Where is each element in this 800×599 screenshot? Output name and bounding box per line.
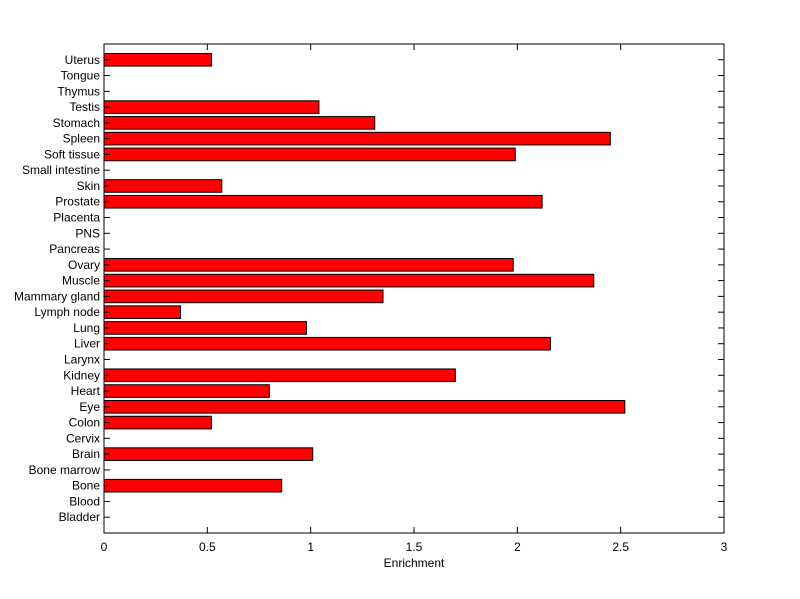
category-label: Testis: [69, 100, 100, 114]
category-label: Bone: [72, 479, 100, 493]
x-tick-label: 3: [721, 540, 728, 554]
category-label: Larynx: [64, 352, 100, 366]
category-label: Heart: [71, 384, 101, 398]
category-label: Kidney: [63, 368, 100, 382]
category-label: PNS: [75, 226, 100, 240]
bar-brain: [103, 447, 314, 461]
bar-heart: [103, 384, 270, 398]
bar-bone: [103, 478, 283, 493]
bar-spleen: [103, 131, 611, 146]
bar-lung: [103, 321, 308, 335]
category-label: Blood: [69, 494, 100, 508]
ticks-layer: [103, 44, 725, 533]
category-label: Pancreas: [49, 242, 100, 256]
bar-soft-tissue: [103, 147, 516, 162]
category-label: Tongue: [61, 69, 101, 83]
bars-layer: [103, 52, 626, 493]
category-label: Ovary: [68, 258, 100, 272]
bar-colon: [103, 415, 212, 430]
category-label: Lung: [73, 321, 100, 335]
category-label: Lymph node: [34, 305, 100, 319]
x-tick-label: 1: [307, 540, 314, 554]
bar-muscle: [103, 273, 595, 288]
x-tick-label: 2: [514, 540, 521, 554]
x-tick-label: 0: [101, 540, 108, 554]
x-axis-label: Enrichment: [384, 556, 445, 570]
category-label: Soft tissue: [44, 147, 100, 161]
bar-kidney: [103, 368, 456, 383]
category-label: Cervix: [66, 431, 100, 445]
bar-mammary-gland: [103, 289, 384, 304]
category-label: Eye: [79, 400, 100, 414]
category-label: Bone marrow: [29, 463, 101, 477]
category-label: Muscle: [62, 274, 100, 288]
category-label: Skin: [77, 179, 100, 193]
bar-ovary: [103, 258, 514, 272]
category-label: Uterus: [65, 53, 100, 67]
category-label: Liver: [74, 337, 100, 351]
bar-uterus: [103, 52, 212, 67]
bar-prostate: [103, 194, 543, 209]
category-label: Mammary gland: [14, 289, 100, 303]
bar-eye: [103, 399, 626, 414]
bar-testis: [103, 100, 320, 114]
category-label: Thymus: [57, 84, 100, 98]
category-label: Spleen: [63, 132, 100, 146]
category-label: Placenta: [53, 211, 100, 225]
x-tick-label: 0.5: [199, 540, 216, 554]
x-tick-label: 2.5: [612, 540, 629, 554]
category-label: Bladder: [59, 510, 100, 524]
bar-stomach: [103, 116, 376, 130]
bar-lymph-node: [103, 305, 181, 319]
x-tick-label: 1.5: [406, 540, 423, 554]
category-label: Brain: [72, 447, 100, 461]
bar-liver: [103, 336, 551, 351]
category-label: Stomach: [53, 116, 100, 130]
category-label: Colon: [69, 416, 100, 430]
category-label: Prostate: [55, 195, 100, 209]
category-label: Small intestine: [22, 163, 100, 177]
x-tick-labels: 0 0.5 1 1.5 2 2.5 3: [101, 540, 728, 554]
bar-skin: [103, 179, 223, 193]
